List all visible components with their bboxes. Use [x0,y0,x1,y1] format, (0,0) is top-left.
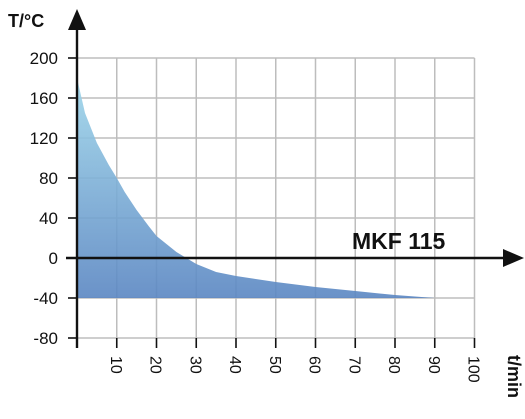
x-tick-label: 10 [107,356,124,374]
x-tick-label: 90 [425,356,442,374]
y-axis-label: T/°C [8,11,44,31]
x-tick-label: 20 [147,356,164,374]
y-axis-arrow [68,9,86,30]
series-label: MKF 115 [352,228,446,254]
y-tick-label: 0 [49,249,58,268]
x-axis-label: t/min [504,355,524,398]
temperature-area [77,78,435,298]
x-tick-label: 50 [266,356,283,374]
y-tick-label: -80 [33,329,58,348]
x-tick-label: 100 [465,356,482,383]
axes [66,9,524,348]
x-tick-label: 40 [226,356,243,374]
y-tick-label: -40 [33,289,58,308]
y-tick-label: 200 [30,49,58,68]
x-tick-label: 80 [385,356,402,374]
y-tick-label: 80 [39,169,58,188]
x-axis-arrow [503,249,524,267]
x-tick-label: 60 [306,356,323,374]
tick-labels: 200 160 120 80 40 0 -40 -80 10 20 30 40 50 60 70 80 90 10… [30,49,482,383]
y-tick-label: 120 [30,129,58,148]
y-tick-label: 160 [30,89,58,108]
x-tick-label: 70 [345,356,362,374]
x-tick-label: 30 [186,356,203,374]
y-tick-label: 40 [39,209,58,228]
